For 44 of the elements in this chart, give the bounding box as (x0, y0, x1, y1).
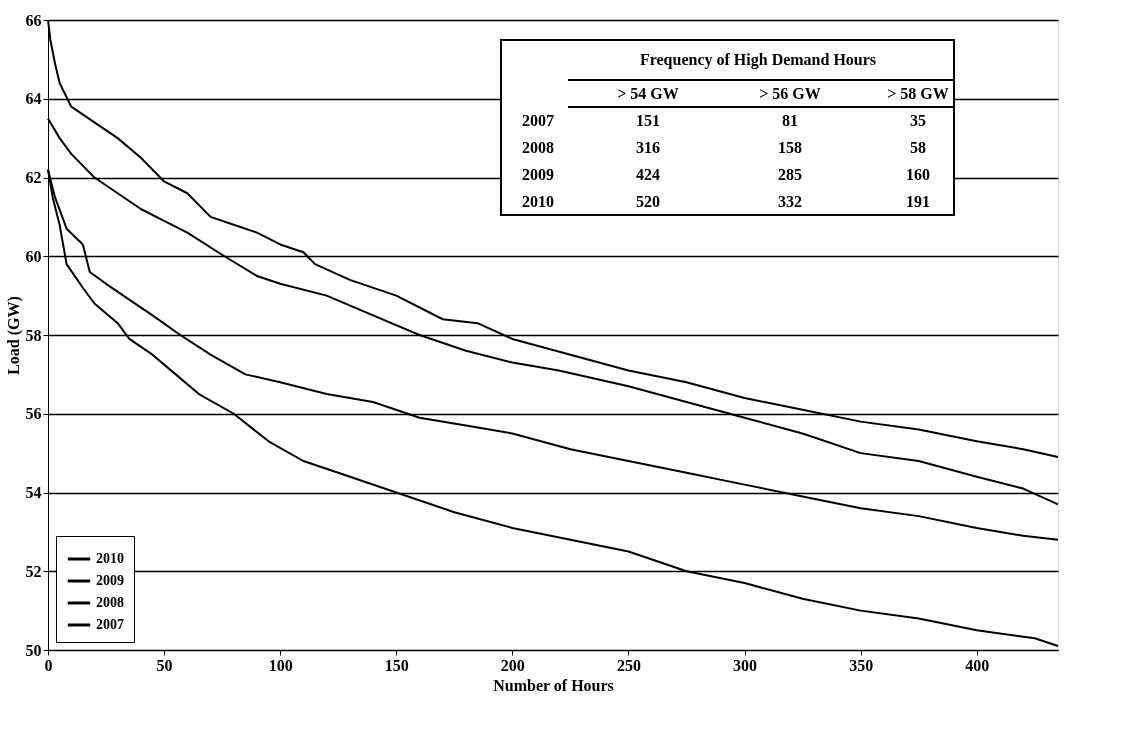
annotation: 151 (636, 112, 660, 129)
x-axis-title: Number of Hours (493, 676, 614, 694)
y-tick-label: 50 (25, 641, 42, 659)
y-tick-label: 54 (25, 484, 42, 501)
y-tick-label: 58 (25, 326, 42, 344)
annotation: 520 (636, 193, 660, 210)
annotation: 2008 (522, 139, 554, 156)
y-tick-label: 56 (25, 405, 42, 423)
annotation: 2007 (522, 112, 554, 129)
y-tick-label: 64 (25, 90, 42, 108)
legend-label: 2007 (96, 617, 124, 632)
annotation: > 56 GW (759, 85, 821, 102)
y-tick-label: 62 (25, 169, 42, 186)
annotation: 160 (906, 166, 930, 183)
x-tick-label: 100 (268, 656, 293, 674)
x-tick-label: 200 (500, 656, 525, 674)
annotation: 35 (910, 112, 926, 129)
y-tick-label: 52 (25, 562, 42, 580)
annotation: > 58 GW (887, 85, 949, 102)
legend-label: 2010 (96, 551, 124, 566)
annotation: 81 (782, 112, 798, 129)
annotation: 191 (906, 193, 930, 210)
annotation: 332 (778, 193, 802, 210)
x-tick-label: 400 (965, 656, 990, 674)
annotation: 158 (778, 139, 802, 156)
x-tick-label: 150 (384, 656, 409, 674)
annotation: 424 (636, 166, 660, 183)
annotation: 285 (778, 166, 802, 183)
legend-label: 2009 (96, 573, 124, 588)
x-tick-label: 50 (156, 656, 173, 674)
y-tick-label: 60 (25, 247, 42, 265)
y-tick-label: 66 (25, 11, 42, 29)
annotation: Frequency of High Demand Hours (639, 51, 877, 69)
annotation: 2010 (522, 193, 554, 210)
legend-label: 2008 (96, 595, 124, 610)
x-tick-label: 300 (733, 656, 758, 674)
annotation: > 54 GW (617, 85, 679, 102)
x-tick-label: 250 (616, 656, 641, 674)
annotation: 316 (636, 139, 660, 156)
x-tick-label: 0 (44, 656, 53, 674)
x-tick-label: 350 (849, 656, 874, 674)
annotation: 2009 (522, 166, 554, 183)
y-axis-title: Load (GW) (4, 296, 23, 375)
annotation: 58 (910, 139, 926, 156)
